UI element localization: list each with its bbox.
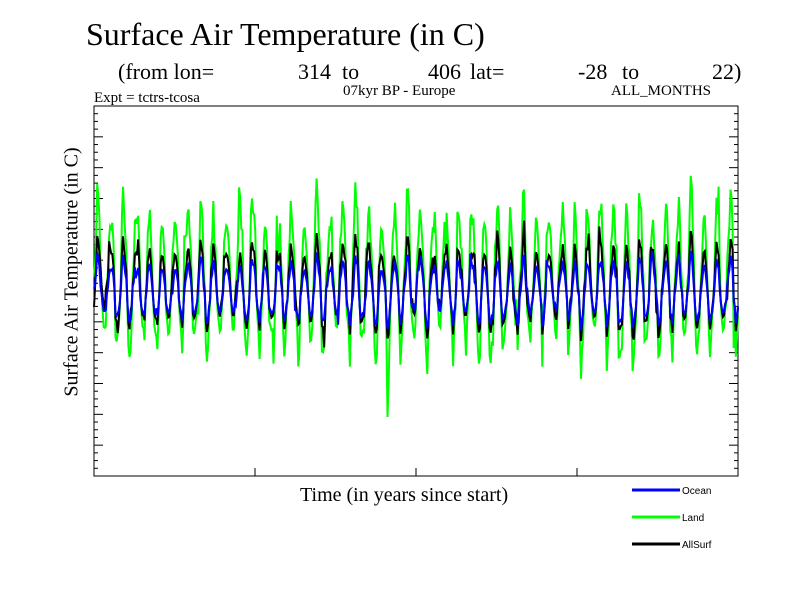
lon-end-value: 406	[428, 59, 461, 84]
to-label-lon: to	[342, 59, 360, 84]
period-region-label: 07kyr BP - Europe	[343, 83, 456, 99]
y-axis-label: Surface Air Temperature (in C)	[60, 147, 83, 397]
x-axis-label: Time (in years since start)	[300, 484, 509, 506]
lat-end-value: 22)	[712, 59, 742, 84]
months-label: ALL_MONTHS	[611, 83, 711, 99]
experiment-label: Expt = tctrs-tcosa	[94, 90, 200, 106]
series-layer	[93, 175, 739, 418]
legend-label-land: Land	[682, 513, 704, 524]
from-lon-label: (from lon=	[118, 59, 215, 84]
series-line-ocean	[93, 250, 739, 331]
chart-title: Surface Air Temperature (in C)	[86, 16, 485, 52]
legend-label-allsurf: AllSurf	[682, 540, 712, 551]
lat-label: lat=	[470, 59, 505, 84]
legend: Ocean Land AllSurf	[632, 486, 712, 551]
lon-start-value: 314	[298, 59, 331, 84]
legend-label-ocean: Ocean	[682, 486, 711, 497]
to-label-lat: to	[622, 59, 640, 84]
lat-start-value: -28	[578, 59, 608, 84]
